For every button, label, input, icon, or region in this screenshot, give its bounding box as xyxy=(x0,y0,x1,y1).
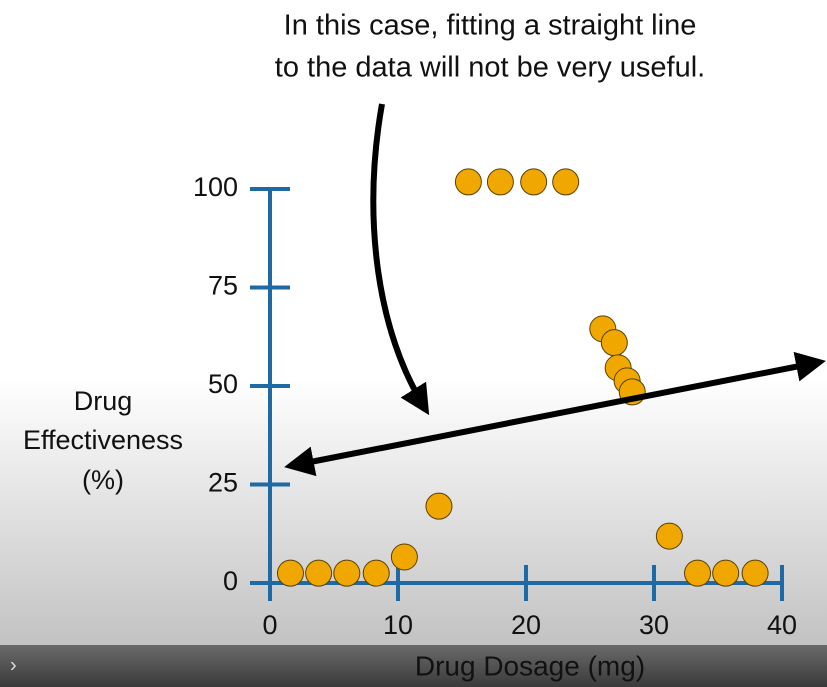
point xyxy=(333,559,361,587)
point xyxy=(390,543,418,571)
point xyxy=(486,168,514,196)
player-chevron[interactable]: › xyxy=(10,654,17,676)
x-tick-label: 0 xyxy=(262,610,277,640)
y-tick-label: 50 xyxy=(208,369,238,399)
y-tick-label: 25 xyxy=(208,468,238,498)
y-axis-label: Effectiveness xyxy=(23,425,183,455)
point xyxy=(552,168,580,196)
x-tick-label: 20 xyxy=(511,610,541,640)
x-tick-label: 10 xyxy=(383,610,413,640)
point xyxy=(741,559,769,587)
fit-line xyxy=(284,351,826,477)
point xyxy=(712,559,740,587)
point xyxy=(655,522,683,550)
y-tick-label: 75 xyxy=(208,271,238,301)
y-tick-label: 0 xyxy=(223,566,238,596)
y-tick-label: 100 xyxy=(193,172,238,202)
x-tick-label: 40 xyxy=(767,610,797,640)
point xyxy=(520,168,548,196)
player-bar xyxy=(0,645,827,687)
y-axis-label: Drug xyxy=(74,386,133,416)
annotation: In this case, fitting a straight line xyxy=(284,10,697,42)
annotation: to the data will not be very useful. xyxy=(275,52,705,84)
point xyxy=(362,559,390,587)
point xyxy=(425,492,453,520)
point xyxy=(305,559,333,587)
point xyxy=(454,168,482,196)
x-axis-label: Drug Dosage (mg) xyxy=(415,650,645,681)
point xyxy=(684,559,712,587)
x-tick-label: 30 xyxy=(639,610,669,640)
point xyxy=(600,329,628,357)
y-axis-label: (%) xyxy=(82,465,124,495)
point xyxy=(276,559,304,587)
